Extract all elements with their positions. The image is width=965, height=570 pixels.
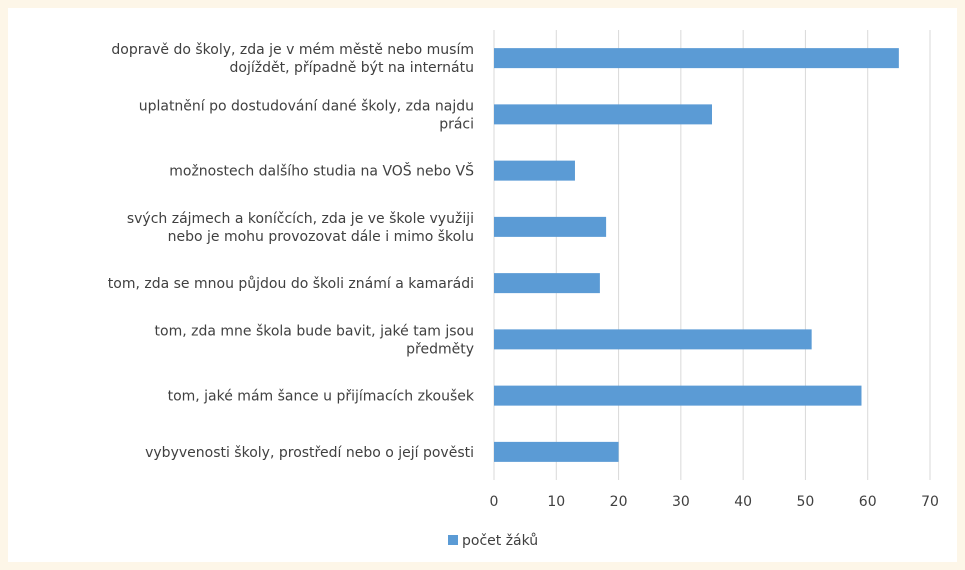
x-tick-label-0: 0: [490, 494, 499, 510]
x-tick-label-20: 20: [610, 494, 628, 510]
category-label-3-line-1: nebo je mohu provozovat dále i mimo škol…: [168, 229, 474, 245]
chart-frame: 0 10 20 30 40 50 60 70 dopravě do školy, zda je …: [8, 8, 957, 562]
bar-2: [494, 160, 575, 181]
category-label-7-line-0: vybyvenosti školy, prostředí nebo o její…: [145, 445, 474, 461]
category-label-0-line-1: dojíždět, případně být na internátu: [230, 60, 475, 76]
x-tick-label-70: 70: [921, 494, 939, 510]
category-label-3-line-0: svých zájmech a koníčcích, zda je ve ško…: [127, 211, 474, 227]
x-tick-label-10: 10: [547, 494, 565, 510]
bar-6: [494, 385, 862, 406]
category-label-2: možnostech dalšího studia na VOŠ nebo VŠ: [169, 162, 474, 180]
category-label-0-line-0: dopravě do školy, zda je v mém městě neb…: [111, 42, 474, 58]
category-label-1: uplatnění po dostudování dané školy, zda…: [139, 98, 474, 132]
bar-5: [494, 329, 812, 350]
category-label-5: tom, zda mne škola bude bavit, jaké tam …: [155, 323, 474, 357]
category-label-1-line-1: práci: [439, 116, 474, 132]
category-label-2-line-0: možnostech dalšího studia na VOŠ nebo VŠ: [169, 162, 474, 180]
category-label-0: dopravě do školy, zda je v mém městě neb…: [111, 42, 474, 76]
x-tick-label-30: 30: [672, 494, 690, 510]
legend-label: počet žáků: [462, 533, 538, 549]
legend-swatch: [448, 535, 458, 545]
category-label-3: svých zájmech a koníčcích, zda je ve ško…: [127, 211, 474, 245]
category-label-4-line-0: tom, zda se mnou půjdou do školi známí a…: [108, 276, 474, 292]
category-label-6: tom, jaké mám šance u přijímacích zkouše…: [168, 389, 475, 405]
x-tick-label-60: 60: [859, 494, 877, 510]
bar-4: [494, 273, 600, 294]
bar-3: [494, 216, 607, 237]
bar-7: [494, 441, 619, 462]
category-label-5-line-1: předměty: [406, 341, 474, 357]
category-label-5-line-0: tom, zda mne škola bude bavit, jaké tam …: [155, 323, 474, 339]
category-label-4: tom, zda se mnou půjdou do školi známí a…: [108, 276, 474, 292]
bar-1: [494, 104, 712, 125]
category-label-6-line-0: tom, jaké mám šance u přijímacích zkouše…: [168, 389, 475, 405]
x-tick-label-50: 50: [797, 494, 815, 510]
category-label-7: vybyvenosti školy, prostředí nebo o její…: [145, 445, 474, 461]
bar-0: [494, 48, 899, 69]
x-tick-label-40: 40: [734, 494, 752, 510]
category-label-1-line-0: uplatnění po dostudování dané školy, zda…: [139, 98, 474, 114]
bar-chart: 0 10 20 30 40 50 60 70 dopravě do školy, zda je …: [108, 30, 939, 549]
